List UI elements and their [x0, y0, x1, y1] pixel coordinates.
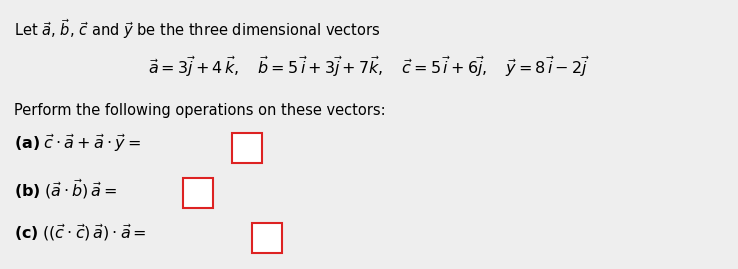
Text: Perform the following operations on these vectors:: Perform the following operations on thes… [14, 103, 386, 118]
Bar [232, 133, 262, 163]
Text: $\mathbf{(c)}\;((\vec{c}\cdot\vec{c})\,\vec{a})\cdot\vec{a}=$: $\mathbf{(c)}\;((\vec{c}\cdot\vec{c})\,\… [14, 223, 147, 243]
Text: $\mathbf{(b)}\;(\vec{a}\cdot\vec{b})\,\vec{a}=$: $\mathbf{(b)}\;(\vec{a}\cdot\vec{b})\,\v… [14, 178, 117, 201]
Bar [183, 178, 213, 208]
Text: $\vec{a} = 3\vec{j}+4\,\vec{k},\quad \vec{b} = 5\,\vec{i}+3\vec{j}+7\vec{k},\qua: $\vec{a} = 3\vec{j}+4\,\vec{k},\quad \ve… [148, 55, 590, 79]
Text: $\mathbf{(a)}\;\vec{c}\cdot\vec{a}+\vec{a}\cdot\vec{y}=$: $\mathbf{(a)}\;\vec{c}\cdot\vec{a}+\vec{… [14, 133, 141, 154]
Text: Let $\vec{a}$, $\vec{b}$, $\vec{c}$ and $\vec{y}$ be the three dimensional vecto: Let $\vec{a}$, $\vec{b}$, $\vec{c}$ and … [14, 17, 381, 41]
Bar [252, 223, 282, 253]
